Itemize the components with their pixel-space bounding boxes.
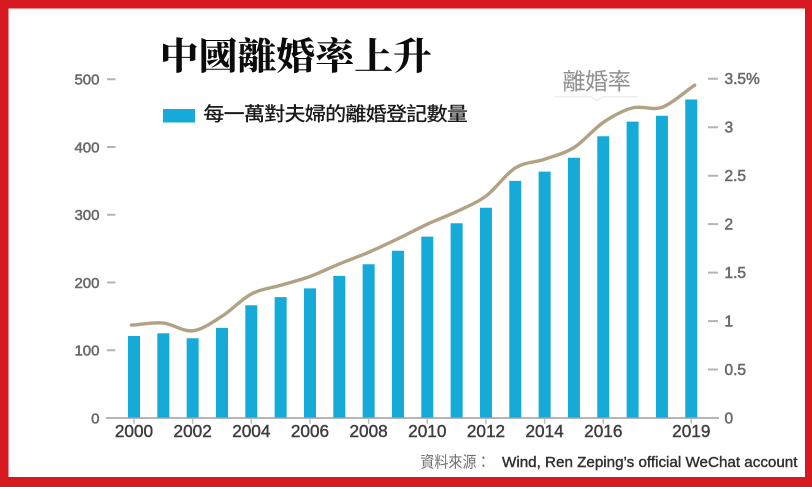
svg-text:2004: 2004 — [232, 421, 271, 441]
svg-text:3: 3 — [725, 120, 734, 137]
svg-text:2014: 2014 — [525, 421, 564, 441]
svg-text:200: 200 — [74, 275, 99, 292]
svg-text:1: 1 — [725, 313, 734, 330]
svg-text:Wind, Ren Zeping’s official We: Wind, Ren Zeping’s official WeChat accou… — [502, 454, 798, 471]
svg-text:0.5: 0.5 — [725, 362, 747, 379]
svg-text:2016: 2016 — [584, 421, 622, 441]
svg-text:2012: 2012 — [467, 421, 505, 441]
svg-text:2000: 2000 — [115, 421, 153, 441]
svg-text:300: 300 — [74, 207, 99, 224]
svg-text:2.5: 2.5 — [725, 168, 747, 185]
svg-text:2010: 2010 — [408, 421, 446, 441]
svg-text:3.5%: 3.5% — [725, 71, 761, 88]
svg-text:500: 500 — [74, 72, 99, 89]
svg-text:0: 0 — [725, 410, 734, 427]
svg-text:2: 2 — [725, 217, 734, 234]
svg-text:2002: 2002 — [174, 421, 212, 441]
svg-text:1.5: 1.5 — [725, 265, 747, 282]
svg-text:2019: 2019 — [672, 421, 710, 441]
svg-text:2008: 2008 — [350, 421, 388, 441]
svg-text:400: 400 — [74, 139, 99, 156]
svg-text:100: 100 — [74, 343, 99, 360]
svg-text:0: 0 — [91, 410, 99, 427]
svg-text:2006: 2006 — [291, 421, 329, 441]
